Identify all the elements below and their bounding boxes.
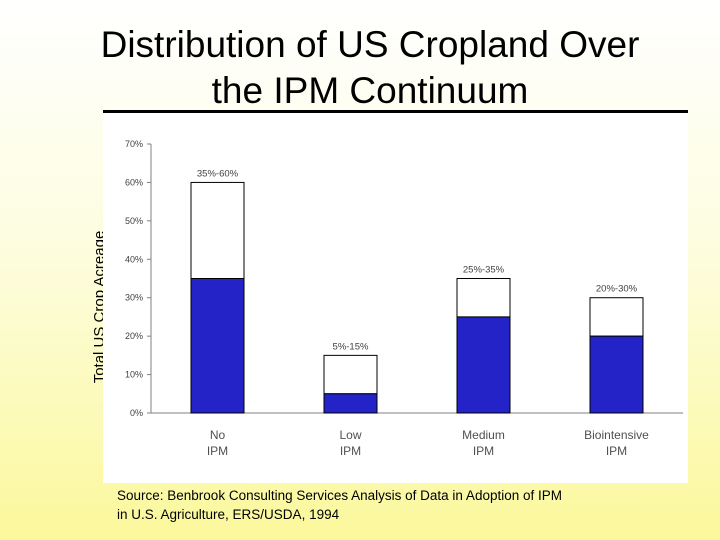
slide-title: Distribution of US Cropland Over the IPM… [40, 22, 700, 114]
x-category-label: Biointensive [584, 428, 649, 442]
y-tick-label: 60% [125, 177, 143, 187]
bar-lower-segment [190, 278, 245, 414]
x-category-label: IPM [606, 444, 627, 458]
y-tick-label: 50% [125, 216, 143, 226]
bar-lower-segment [323, 393, 378, 414]
chart-area: 0% 10% 20% 30% 40% 50% 60% 70% 35%-60% No IPM 5%-15… [103, 113, 688, 483]
bar-data-label: 5%-15% [333, 341, 369, 352]
slide-title-line-1: Distribution of US Cropland Over [100, 24, 640, 65]
slide-title-line-2: the IPM Continuum [211, 70, 529, 111]
x-category-label: IPM [207, 444, 228, 458]
x-category-label: No [210, 428, 226, 442]
bar-data-label: 25%-35% [463, 265, 505, 276]
bar-chart: 0% 10% 20% 30% 40% 50% 60% 70% 35%-60% No IPM 5%-15… [125, 139, 683, 458]
bar-range-segment [456, 278, 511, 318]
y-tick-label: 40% [125, 254, 143, 264]
x-category-label: IPM [340, 444, 361, 458]
bar-range-segment [190, 181, 245, 279]
x-category-label: Low [339, 428, 361, 442]
y-tick-label: 30% [125, 293, 143, 303]
bar-data-label: 20%-30% [596, 284, 638, 295]
y-tick-label: 20% [125, 331, 143, 341]
y-tick-label: 0% [130, 408, 143, 418]
bar-lower-segment [589, 335, 644, 414]
x-category-label: Medium [462, 428, 505, 442]
bar-range-segment [589, 297, 644, 337]
x-category-label: IPM [473, 444, 494, 458]
bar-range-segment [323, 354, 378, 395]
source-line-1: Source: Benbrook Consulting Services Ana… [117, 488, 562, 503]
bar-lower-segment [456, 316, 511, 414]
y-tick-label: 70% [125, 139, 143, 149]
y-tick-label: 10% [125, 370, 143, 380]
title-underline [103, 110, 688, 113]
source-note: Source: Benbrook Consulting Services Ana… [117, 486, 687, 524]
source-line-2: in U.S. Agriculture, ERS/USDA, 1994 [117, 507, 340, 522]
bar-data-label: 35%-60% [197, 168, 239, 179]
